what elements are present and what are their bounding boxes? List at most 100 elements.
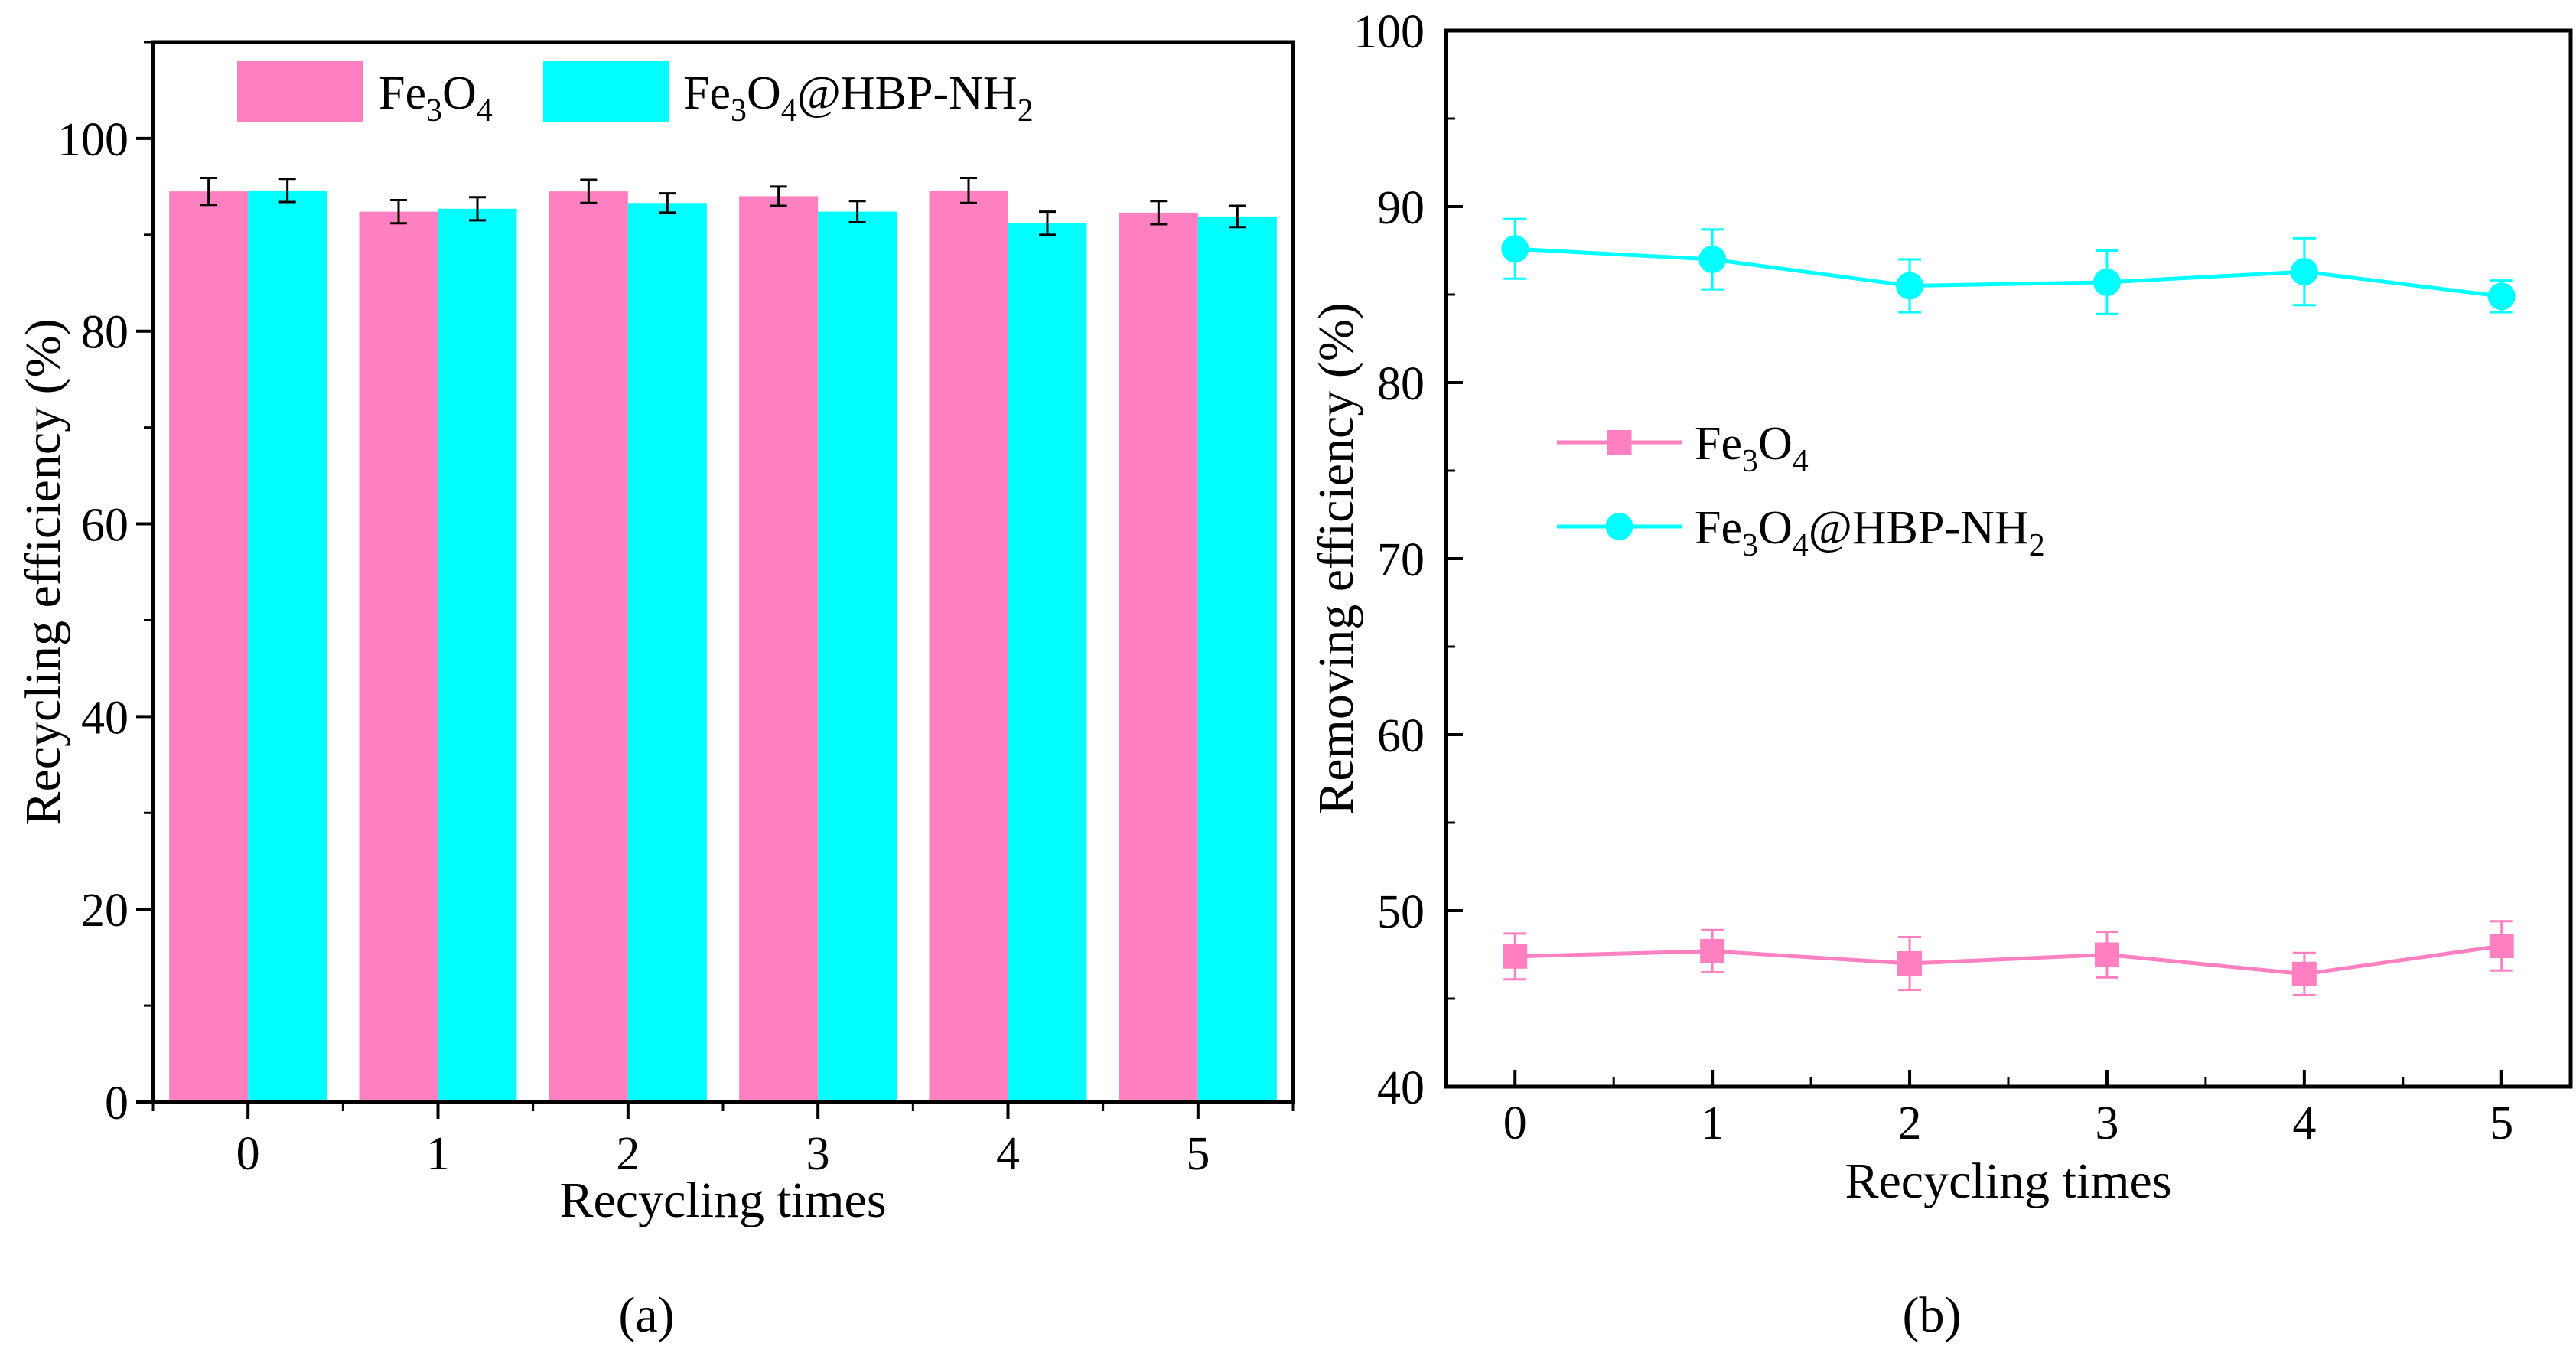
bar-series-0 xyxy=(169,177,1198,1103)
bar xyxy=(627,203,707,1102)
bar xyxy=(438,208,517,1102)
legend-subscript: 4 xyxy=(477,93,493,129)
legend-text: O xyxy=(1758,418,1793,470)
error-bar xyxy=(200,177,217,207)
data-point xyxy=(2092,268,2121,296)
data-point xyxy=(2487,282,2516,311)
x-tick-label: 3 xyxy=(806,1128,830,1180)
bar xyxy=(359,211,438,1103)
legend-swatch xyxy=(237,61,363,122)
series-line xyxy=(1515,246,2503,298)
y-tick-label: 80 xyxy=(1377,358,1425,410)
legend-marker xyxy=(1607,430,1632,455)
legend-subscript: 3 xyxy=(1742,444,1758,479)
legend-text: O xyxy=(1758,502,1793,554)
legend-label: Fe3O4@HBP-NH2 xyxy=(1695,502,2045,563)
error-bar xyxy=(960,177,977,204)
error-bar xyxy=(469,196,486,222)
legend-label: Fe3O4 xyxy=(1695,418,1809,479)
legend-swatch xyxy=(543,61,669,122)
legend-subscript: 3 xyxy=(1742,528,1758,563)
x-tick-label: 2 xyxy=(616,1128,640,1180)
error-bar xyxy=(1150,200,1168,226)
legend-subscript: 2 xyxy=(1018,93,1034,129)
x-tick-label: 0 xyxy=(1503,1097,1527,1149)
series-line xyxy=(1515,944,2503,976)
error-bar xyxy=(1229,204,1246,229)
legend-marker xyxy=(1605,513,1633,540)
data-point xyxy=(1700,938,1725,963)
legend-text: Fe xyxy=(1695,418,1742,470)
y-axis-title: Removing efficiency (%) xyxy=(1308,302,1364,815)
legend-subscript: 4 xyxy=(1793,528,1809,563)
y-tick-label: 50 xyxy=(1377,886,1425,938)
legend-subscript: 2 xyxy=(2029,528,2045,563)
bar xyxy=(818,211,897,1103)
error-bar xyxy=(659,192,676,214)
x-tick-label: 3 xyxy=(2095,1097,2118,1149)
x-tick-label: 5 xyxy=(2490,1097,2513,1149)
y-tick-label: 60 xyxy=(81,500,129,552)
plot-frame xyxy=(1444,28,2573,1089)
legend-text: @HBP-NH xyxy=(797,67,1018,119)
line-series-0 xyxy=(1503,920,2514,996)
x-tick-label: 1 xyxy=(1701,1097,1724,1149)
legend-subscript: 4 xyxy=(781,93,797,129)
y-tick-label: 40 xyxy=(81,692,129,744)
y-tick-label: 20 xyxy=(81,885,129,937)
legend-label: Fe3O4@HBP-NH2 xyxy=(683,67,1034,129)
error-bar xyxy=(390,198,407,225)
legend-text: Fe xyxy=(683,67,731,119)
legend-text: @HBP-NH xyxy=(1809,502,2029,554)
bar xyxy=(169,191,249,1103)
y-tick-label: 40 xyxy=(1377,1062,1425,1114)
data-point xyxy=(1897,951,1923,976)
y-tick-label: 70 xyxy=(1377,534,1425,586)
data-point xyxy=(2291,961,2317,986)
error-bar xyxy=(580,178,598,204)
y-tick-label: 100 xyxy=(1353,6,1425,58)
panel-a-caption: (a) xyxy=(618,1287,674,1343)
x-tick-label: 5 xyxy=(1186,1128,1210,1180)
legend-subscript: 4 xyxy=(1793,444,1809,479)
legend-text: O xyxy=(442,67,477,119)
data-point xyxy=(2094,942,2119,967)
data-point xyxy=(1698,246,1727,273)
bar-series-1 xyxy=(248,178,1277,1103)
data-point xyxy=(1501,235,1529,263)
x-tick-label: 4 xyxy=(2292,1097,2316,1149)
legend-subscript: 3 xyxy=(426,93,442,129)
error-bar xyxy=(848,200,866,223)
bar xyxy=(1197,216,1277,1102)
legend-subscript: 3 xyxy=(731,93,747,129)
y-tick-label: 0 xyxy=(105,1077,129,1130)
legend-label: Fe3O4 xyxy=(379,67,493,129)
bar xyxy=(929,190,1008,1102)
bar xyxy=(1119,212,1198,1102)
legend-text: Fe xyxy=(1695,502,1742,554)
bar xyxy=(1008,223,1087,1102)
data-point xyxy=(2290,258,2318,286)
x-axis-title: Recycling times xyxy=(1845,1153,2171,1209)
panel-b-caption: (b) xyxy=(1903,1287,1962,1343)
error-bar xyxy=(1039,210,1056,236)
legend-text: O xyxy=(747,67,781,119)
y-axis-title: Recycling efficiency (%) xyxy=(15,318,71,825)
line-series-1 xyxy=(1501,217,2516,315)
data-point xyxy=(2489,934,2514,958)
bar xyxy=(248,190,327,1102)
data-point xyxy=(1896,272,1924,300)
x-tick-label: 4 xyxy=(996,1128,1020,1180)
error-bar xyxy=(770,185,787,207)
y-tick-label: 100 xyxy=(57,114,129,166)
bar xyxy=(739,196,819,1102)
y-tick-label: 60 xyxy=(1377,710,1425,762)
bar xyxy=(549,191,628,1103)
y-tick-label: 80 xyxy=(81,307,129,359)
x-axis-title: Recycling times xyxy=(559,1172,886,1228)
